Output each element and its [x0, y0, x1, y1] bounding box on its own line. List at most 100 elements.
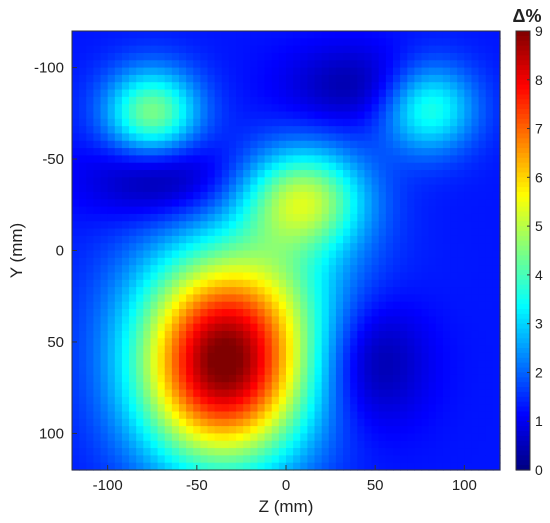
- colorbar-segment: [516, 172, 530, 178]
- heatmap-cell: [435, 404, 444, 413]
- heatmap-cell: [93, 228, 102, 237]
- heatmap-cell: [300, 316, 308, 325]
- heatmap-cell: [407, 31, 415, 39]
- heatmap-cell: [72, 31, 80, 39]
- heatmap-cell: [343, 418, 351, 427]
- heatmap-cell: [143, 155, 152, 164]
- heatmap-cell: [393, 38, 401, 47]
- heatmap-cell: [171, 89, 180, 98]
- heatmap-cell: [364, 374, 373, 383]
- heatmap-cell: [250, 118, 259, 127]
- heatmap-cell: [407, 191, 415, 200]
- heatmap-cell: [393, 330, 401, 339]
- heatmap-cell: [307, 316, 316, 325]
- heatmap-cell: [164, 148, 173, 156]
- heatmap-cell: [171, 104, 180, 113]
- heatmap-cell: [328, 309, 337, 317]
- heatmap-cell: [179, 382, 187, 391]
- heatmap-cell: [464, 382, 473, 391]
- heatmap-cell: [442, 140, 451, 149]
- heatmap-cell: [335, 418, 344, 427]
- heatmap-cell: [435, 38, 444, 47]
- heatmap-cell: [129, 404, 137, 413]
- heatmap-cell: [79, 345, 87, 354]
- heatmap-cell: [136, 287, 144, 295]
- heatmap-cell: [457, 184, 465, 193]
- heatmap-cell: [150, 199, 159, 208]
- heatmap-cell: [150, 52, 159, 61]
- heatmap-cell: [300, 206, 308, 215]
- heatmap-cell: [435, 272, 444, 281]
- heatmap-cell: [464, 111, 473, 120]
- heatmap-cell: [221, 338, 230, 347]
- heatmap-cell: [442, 184, 451, 193]
- heatmap-cell: [350, 462, 358, 471]
- heatmap-cell: [271, 455, 280, 464]
- heatmap-cell: [236, 265, 244, 274]
- heatmap-cell: [150, 352, 159, 361]
- heatmap-cell: [378, 250, 387, 259]
- heatmap-cell: [335, 45, 344, 54]
- heatmap-cell: [129, 45, 137, 54]
- heatmap-cell: [157, 440, 166, 449]
- heatmap-cell: [371, 279, 380, 288]
- heatmap-cell: [364, 287, 373, 295]
- heatmap-cell: [264, 96, 273, 105]
- heatmap-cell: [150, 301, 159, 310]
- heatmap-cell: [407, 221, 415, 230]
- heatmap-cell: [421, 257, 430, 266]
- heatmap-cell: [72, 389, 80, 398]
- heatmap-cell: [350, 389, 358, 398]
- heatmap-cell: [328, 462, 337, 471]
- heatmap-cell: [414, 345, 423, 354]
- heatmap-cell: [407, 411, 415, 420]
- heatmap-cell: [350, 228, 358, 237]
- heatmap-cell: [143, 382, 152, 391]
- heatmap-cell: [193, 206, 201, 215]
- heatmap-cell: [492, 148, 501, 156]
- heatmap-cell: [378, 170, 387, 178]
- heatmap-cell: [157, 287, 166, 295]
- heatmap-cell: [492, 279, 501, 288]
- heatmap-cell: [350, 265, 358, 274]
- heatmap-cell: [93, 60, 102, 69]
- heatmap-cell: [321, 257, 330, 266]
- heatmap-cell: [271, 418, 280, 427]
- heatmap-cell: [328, 82, 337, 91]
- heatmap-cell: [464, 52, 473, 61]
- heatmap-cell: [421, 455, 430, 464]
- heatmap-cell: [464, 250, 473, 259]
- heatmap-cell: [286, 411, 294, 420]
- heatmap-cell: [485, 360, 494, 369]
- heatmap-cell: [129, 133, 137, 142]
- heatmap-cell: [300, 265, 308, 274]
- heatmap-cell: [278, 345, 287, 354]
- heatmap-cell: [457, 31, 465, 39]
- heatmap-cell: [264, 323, 273, 332]
- heatmap-cell: [421, 104, 430, 113]
- heatmap-cell: [150, 418, 159, 427]
- heatmap-cell: [421, 309, 430, 317]
- heatmap-cell: [464, 448, 473, 456]
- heatmap-cell: [414, 448, 423, 456]
- heatmap-cell: [478, 89, 487, 98]
- heatmap-cell: [72, 352, 80, 361]
- heatmap-cell: [450, 294, 458, 303]
- heatmap-cell: [114, 133, 123, 142]
- heatmap-cell: [72, 170, 80, 178]
- heatmap-cell: [107, 67, 116, 76]
- heatmap-cell: [114, 345, 123, 354]
- heatmap-cell: [385, 257, 394, 266]
- heatmap-cell: [478, 235, 487, 244]
- heatmap-cell: [271, 82, 280, 91]
- heatmap-cell: [421, 294, 430, 303]
- heatmap-cell: [307, 396, 316, 405]
- heatmap-cell: [243, 228, 251, 237]
- heatmap-cell: [143, 462, 152, 471]
- heatmap-cell: [393, 345, 401, 354]
- heatmap-cell: [485, 228, 494, 237]
- heatmap-cell: [421, 396, 430, 405]
- heatmap-cell: [86, 374, 94, 383]
- heatmap-cell: [371, 126, 380, 135]
- heatmap-cell: [421, 279, 430, 288]
